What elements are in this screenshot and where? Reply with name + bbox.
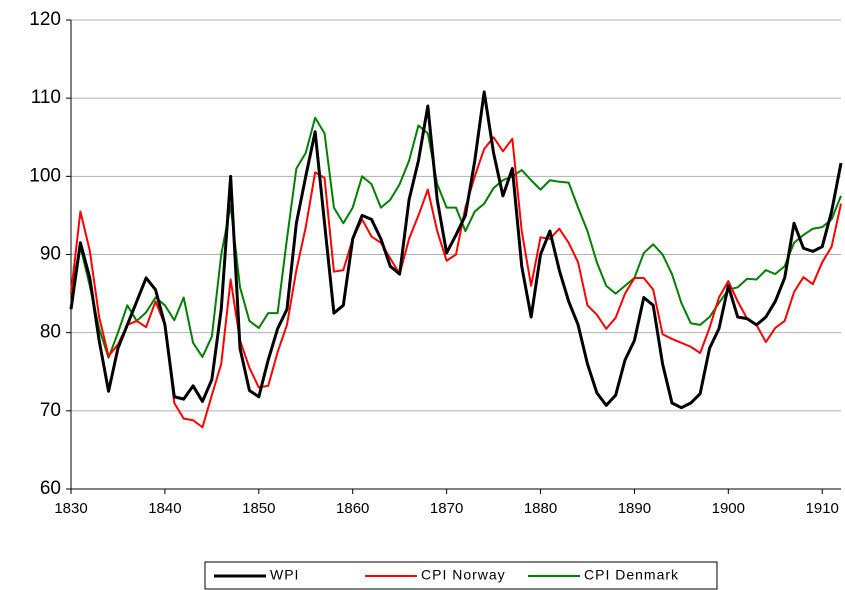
x-tick-label: 1840 [148, 500, 181, 517]
series-line [70, 136, 842, 429]
legend-label: WPI [270, 567, 299, 583]
x-tick-label: 1860 [336, 500, 369, 517]
y-tick-label: 110 [31, 87, 61, 108]
y-tick-label: 120 [29, 9, 61, 30]
legend: WPI CPI Norway CPI Denmark [204, 561, 718, 590]
x-tick-label: 1870 [430, 500, 463, 517]
y-tick-label: 70 [40, 400, 61, 421]
x-tick-label: 1830 [54, 500, 87, 517]
y-tick-label: 90 [40, 244, 61, 265]
x-tick-label: 1910 [806, 500, 839, 517]
x-tick-label: 1850 [242, 500, 275, 517]
series-line [69, 90, 843, 410]
y-tick-label: 60 [40, 478, 61, 499]
x-tick-label: 1890 [618, 500, 651, 517]
legend-label: CPI Norway [421, 567, 506, 583]
y-tick-label: 100 [29, 165, 61, 186]
legend-box [204, 561, 718, 590]
legend-label: CPI Denmark [584, 567, 679, 583]
y-tick-label: 80 [40, 322, 61, 343]
x-tick-label: 1900 [712, 500, 745, 517]
series-line [70, 116, 842, 359]
x-tick-label: 1880 [524, 500, 557, 517]
